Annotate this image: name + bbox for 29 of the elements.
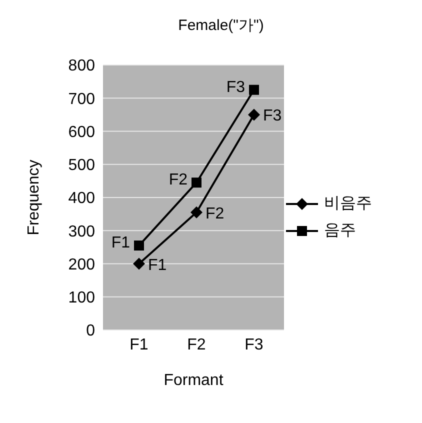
point <box>249 84 259 95</box>
x-tick-label: F3 <box>244 336 264 354</box>
y-tick-label: 500 <box>68 157 96 174</box>
legend-label: 비음주 <box>324 194 372 214</box>
data-label: F1 <box>111 234 130 252</box>
data-label: F2 <box>206 205 224 222</box>
y-tick-label: 300 <box>68 223 96 240</box>
point <box>133 258 145 270</box>
x-axis-title: Formant <box>164 372 224 389</box>
y-tick-label: 800 <box>68 58 96 75</box>
y-tick-label: 600 <box>68 124 96 141</box>
point <box>192 178 202 188</box>
x-tick-label: F2 <box>187 336 206 354</box>
point <box>190 206 202 218</box>
point <box>134 240 144 251</box>
point <box>248 108 260 121</box>
x-tick-label: F1 <box>130 336 148 354</box>
data-label: F2 <box>168 172 188 189</box>
data-label: F3 <box>226 78 246 96</box>
y-tick-label: 100 <box>68 290 96 307</box>
y-tick-label: 400 <box>68 190 96 208</box>
chart-title: Female("가") <box>177 16 265 35</box>
y-tick-label: 200 <box>68 256 96 274</box>
data-label: F3 <box>263 108 282 125</box>
y-tick-label: 700 <box>68 90 96 108</box>
y-tick-label: 0 <box>86 322 96 340</box>
y-axis-title: Frequency <box>26 160 43 236</box>
legend-label: 음주 <box>324 221 356 241</box>
data-label: F1 <box>148 256 167 274</box>
